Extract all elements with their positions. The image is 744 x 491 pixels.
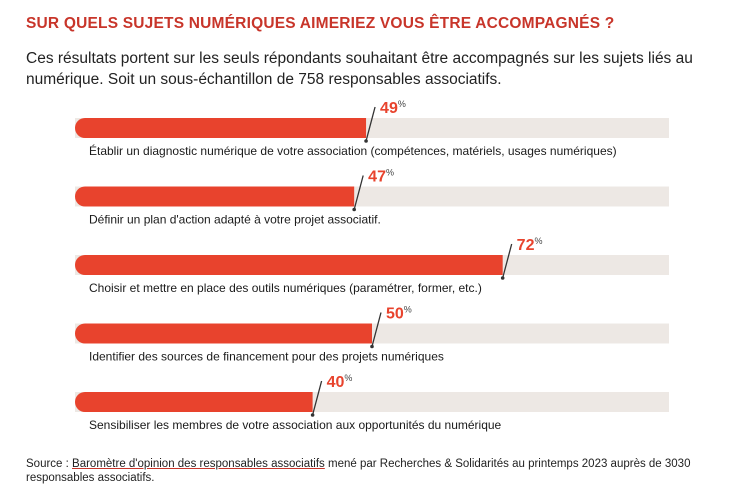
category-label: Définir un plan d'action adapté à votre … — [89, 213, 381, 227]
data-label: 50% — [386, 305, 412, 323]
value-leader-dot — [310, 413, 315, 417]
category-label: Choisir et mettre en place des outils nu… — [89, 281, 482, 295]
category-label: Identifier des sources de financement po… — [89, 350, 444, 364]
bar — [75, 255, 503, 275]
source-prefix: Source : — [26, 458, 73, 470]
value-leader — [353, 175, 364, 210]
value-leader-dot — [370, 344, 374, 349]
value-leader-dot — [500, 276, 505, 280]
chart-subtitle: Ces résultats portent sur les seuls répo… — [26, 50, 693, 88]
value-leader — [371, 312, 382, 347]
data-label: 47% — [368, 168, 394, 186]
data-label: 72% — [517, 236, 543, 254]
value-leader — [311, 380, 323, 416]
value-leader — [365, 106, 376, 142]
chart-title: SUR QUELS SUJETS NUMÉRIQUES AIMERIEZ VOU… — [26, 15, 615, 32]
source-note: Source : Baromètre d'opinion des respons… — [26, 457, 726, 485]
value-leader — [502, 243, 513, 279]
source-rest: mené par Recherches & Solidarités au pri… — [26, 458, 691, 484]
data-label: 49% — [380, 99, 406, 117]
bar-chart: 49% Établir un diagnostic numérique de vo… — [75, 99, 669, 432]
bar — [75, 392, 313, 412]
bar — [75, 118, 367, 138]
value-leader-dot — [352, 207, 356, 212]
value-leader-dot — [364, 139, 368, 143]
bar — [75, 323, 372, 344]
data-label: 40% — [327, 373, 353, 391]
source-link[interactable]: Baromètre d'opinion des responsables ass… — [72, 458, 325, 470]
category-label: Établir un diagnostic numérique de votre… — [89, 143, 617, 158]
bar — [75, 186, 355, 207]
category-label: Sensibiliser les membres de votre associ… — [89, 418, 502, 432]
